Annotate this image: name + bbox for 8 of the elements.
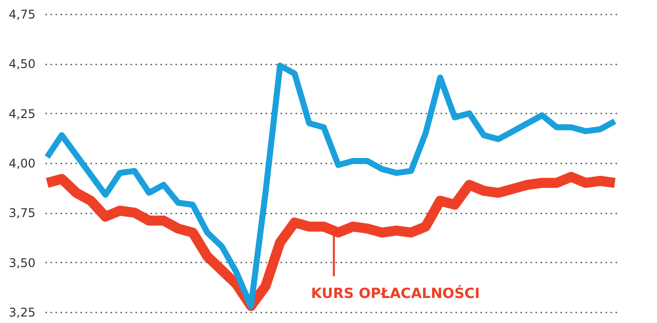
y-tick-label: 4,25 — [8, 106, 36, 121]
y-tick-label: 4,00 — [8, 156, 36, 170]
y-tick-label: 3,50 — [8, 256, 36, 270]
y-tick-label: 4,75 — [8, 8, 36, 22]
y-tick-label: 3,25 — [8, 306, 36, 320]
annotation: KURS OPŁACALNOŚCI — [310, 285, 480, 302]
y-tick-label: 3,75 — [8, 206, 36, 220]
y-tick-label: 4,50 — [8, 57, 36, 72]
